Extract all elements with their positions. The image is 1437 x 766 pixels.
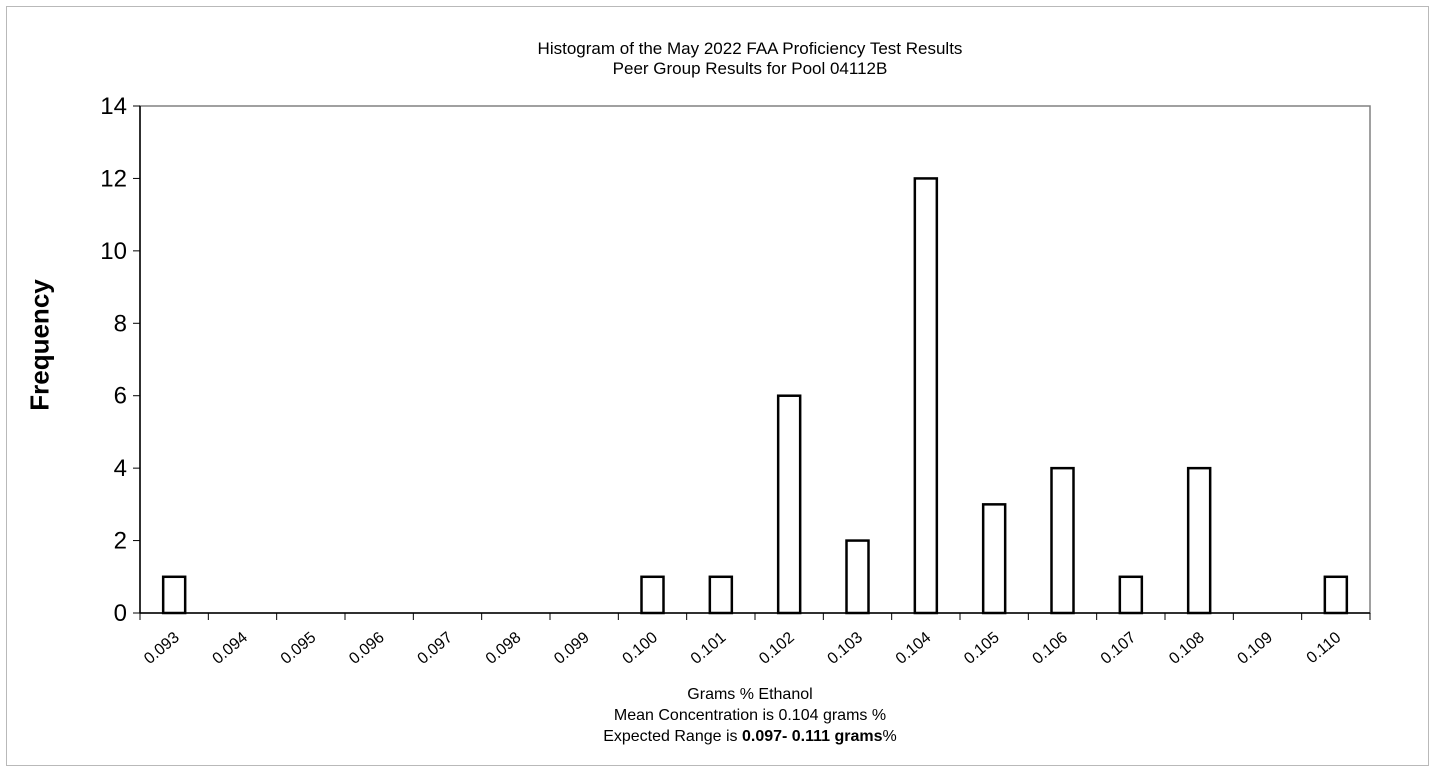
x-tick-label: 0.093 <box>141 629 183 668</box>
x-tick-label: 0.102 <box>756 629 798 668</box>
x-tick-label: 0.110 <box>1304 629 1345 667</box>
y-tick-label: 12 <box>100 165 127 192</box>
x-tick-label: 0.106 <box>1029 629 1071 668</box>
range-unit: grams <box>834 728 883 745</box>
y-tick-label: 0 <box>114 600 127 627</box>
histogram-bar <box>1050 466 1075 615</box>
y-tick-label: 10 <box>100 238 127 265</box>
x-axis-label: Grams % Ethanol <box>687 686 813 703</box>
x-tick-label: 0.107 <box>1098 629 1140 668</box>
range-prefix: Expected Range is <box>603 728 738 745</box>
mean-value: 0.104 <box>778 707 819 724</box>
y-tick-label: 6 <box>114 383 127 410</box>
mean-concentration-note: Mean Concentration is 0.104 grams % <box>450 706 1050 725</box>
x-tick-label: 0.096 <box>346 629 388 668</box>
histogram-bar <box>1186 466 1212 615</box>
y-tick-label: 4 <box>114 455 127 482</box>
x-tick-label: 0.098 <box>483 629 525 668</box>
x-tick-label: 0.105 <box>961 629 1003 668</box>
histogram-bar <box>708 575 734 615</box>
histogram-bar <box>981 503 1007 615</box>
range-suffix: % <box>882 728 897 745</box>
x-tick-label: 0.101 <box>688 629 730 668</box>
x-tick-label: 0.095 <box>278 629 320 668</box>
plot-area <box>139 105 1371 614</box>
x-tick-label: 0.100 <box>619 629 661 668</box>
histogram-bar <box>640 575 665 615</box>
histogram-bar <box>1118 575 1144 615</box>
histogram-bar <box>845 539 870 615</box>
range-values: 0.097- 0.111 <box>741 728 831 745</box>
x-tick-label: 0.104 <box>893 629 935 668</box>
mean-prefix: Mean Concentration is <box>613 707 774 724</box>
expected-range-note: Expected Range is 0.097- 0.111 grams% <box>450 727 1050 746</box>
chart-subtitle: Peer Group Results for Pool 04112B <box>612 59 888 78</box>
histogram-bar <box>913 177 939 615</box>
mean-unit: grams % <box>822 707 887 724</box>
chart-title: Histogram of the May 2022 FAA Proficienc… <box>537 39 963 58</box>
x-tick-label: 0.097 <box>414 629 456 668</box>
y-tick-label: 8 <box>114 310 127 337</box>
x-tick-label: 0.094 <box>209 629 251 668</box>
histogram-bar <box>1323 575 1349 615</box>
x-tick-label: 0.099 <box>551 629 593 668</box>
y-tick-label: 2 <box>114 528 127 555</box>
x-tick-label: 0.108 <box>1166 629 1208 668</box>
histogram-bar <box>161 575 187 615</box>
x-tick-label: 0.109 <box>1234 629 1276 668</box>
histogram-bar <box>776 394 802 615</box>
y-tick-label: 14 <box>100 93 127 120</box>
x-tick-label: 0.103 <box>824 629 866 668</box>
